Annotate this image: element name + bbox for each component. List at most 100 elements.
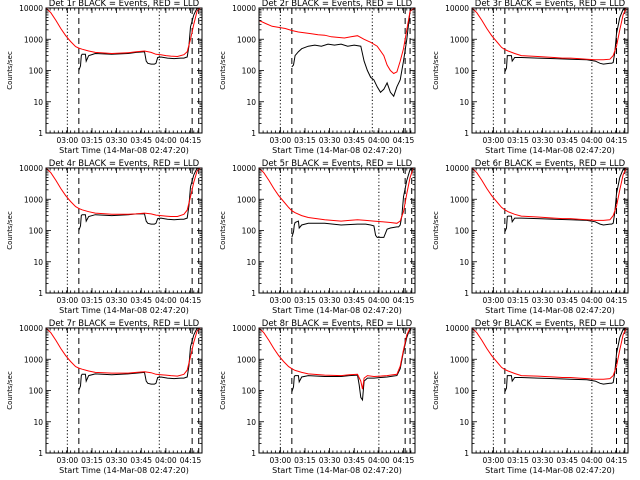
detector-panel-2: Det 2r BLACK = Events, RED = LLD Counts/s…	[219, 0, 416, 155]
series-line-red	[472, 168, 628, 221]
y-tick-label: 10000	[232, 164, 256, 173]
y-tick-label: 10	[459, 98, 469, 107]
chart-title: Det 8r BLACK = Events, RED = LLD	[262, 319, 413, 329]
plot-frame	[471, 167, 629, 294]
y-tick-label: 10000	[445, 324, 469, 333]
x-tick-label: 04:00	[155, 136, 177, 145]
x-tick-label: 03:30	[532, 296, 554, 305]
plot-area	[46, 328, 202, 453]
plot-area	[472, 328, 628, 453]
x-axis-label: Start Time (14-Mar-08 02:47:20)	[272, 306, 402, 315]
x-tick-label: 04:00	[368, 136, 390, 145]
x-tick-label: 04:15	[606, 456, 628, 465]
y-axis-label: Counts/sec	[6, 51, 14, 90]
series-line-red	[472, 8, 628, 61]
x-tick-label: 03:00	[270, 296, 292, 305]
y-tick-label: 1	[38, 449, 43, 458]
series-line-black	[291, 8, 415, 98]
y-axis-label: Counts/sec	[219, 211, 227, 250]
plot-area	[472, 8, 628, 133]
plot-frame	[471, 327, 629, 454]
x-tick-label: 04:15	[606, 296, 628, 305]
chart-title: Det 4r BLACK = Events, RED = LLD	[49, 159, 200, 169]
y-tick-label: 1	[464, 449, 469, 458]
x-tick-label: 03:00	[57, 296, 79, 305]
y-tick-label: 1000	[237, 35, 256, 44]
x-tick-label: 03:00	[270, 136, 292, 145]
y-tick-label: 100	[242, 227, 257, 236]
y-tick-label: 10	[246, 98, 256, 107]
x-tick-label: 04:00	[368, 456, 390, 465]
y-tick-label: 100	[455, 67, 470, 76]
y-tick-label: 10	[33, 258, 43, 267]
y-tick-label: 1	[251, 129, 256, 138]
x-tick-label: 04:15	[606, 136, 628, 145]
y-tick-label: 10	[459, 258, 469, 267]
y-tick-label: 100	[242, 67, 257, 76]
x-tick-label: 03:30	[319, 136, 341, 145]
chart-title: Det 2r BLACK = Events, RED = LLD	[262, 0, 413, 9]
x-axis-label: Start Time (14-Mar-08 02:47:20)	[485, 466, 615, 475]
chart-title: Det 9r BLACK = Events, RED = LLD	[475, 319, 626, 329]
x-tick-label: 03:00	[57, 456, 79, 465]
series-line-red	[259, 328, 415, 390]
y-tick-label: 10	[459, 418, 469, 427]
x-tick-label: 03:45	[556, 136, 578, 145]
y-tick-label: 1	[251, 289, 256, 298]
chart-title: Det 7r BLACK = Events, RED = LLD	[49, 319, 200, 329]
detector-panel-6: Det 6r BLACK = Events, RED = LLD Counts/s…	[432, 159, 629, 315]
detector-panel-3: Det 3r BLACK = Events, RED = LLD Counts/s…	[432, 0, 629, 155]
chart-title: Det 3r BLACK = Events, RED = LLD	[475, 0, 626, 9]
y-axis-label: Counts/sec	[6, 211, 14, 250]
series-line-black	[504, 168, 628, 233]
y-tick-label: 10000	[232, 324, 256, 333]
y-tick-label: 10	[33, 418, 43, 427]
y-tick-label: 10000	[445, 164, 469, 173]
plot-frame	[258, 327, 416, 454]
plot-frame	[258, 167, 416, 294]
series-line-red	[259, 8, 415, 75]
x-tick-label: 03:15	[507, 456, 529, 465]
y-tick-label: 10	[246, 258, 256, 267]
detector-panel-9: Det 9r BLACK = Events, RED = LLD Counts/s…	[432, 319, 629, 475]
x-tick-label: 03:30	[532, 136, 554, 145]
series-line-black	[78, 8, 202, 71]
x-tick-label: 04:15	[393, 136, 415, 145]
plot-frame	[258, 7, 416, 134]
detector-panel-8: Det 8r BLACK = Events, RED = LLD Counts/s…	[219, 319, 416, 475]
x-tick-label: 03:30	[106, 456, 128, 465]
x-tick-label: 04:15	[180, 136, 202, 145]
plot-frame	[45, 327, 203, 454]
x-tick-label: 03:45	[556, 296, 578, 305]
x-tick-label: 04:00	[581, 456, 603, 465]
x-tick-label: 04:15	[393, 456, 415, 465]
detector-panel-5: Det 5r BLACK = Events, RED = LLD Counts/s…	[219, 159, 416, 315]
detector-panel-4: Det 4r BLACK = Events, RED = LLD Counts/s…	[6, 159, 203, 315]
x-tick-label: 03:30	[106, 136, 128, 145]
y-tick-label: 10000	[232, 4, 256, 13]
series-line-red	[259, 168, 415, 224]
chart-title: Det 5r BLACK = Events, RED = LLD	[262, 159, 413, 169]
x-tick-label: 03:45	[130, 456, 152, 465]
y-axis-label: Counts/sec	[6, 371, 14, 410]
y-tick-label: 1000	[24, 35, 43, 44]
y-tick-label: 10	[246, 418, 256, 427]
y-tick-label: 1000	[237, 355, 256, 364]
detector-panel-7: Det 7r BLACK = Events, RED = LLD Counts/s…	[6, 319, 203, 475]
series-line-red	[46, 8, 202, 58]
x-tick-label: 04:15	[393, 296, 415, 305]
x-tick-label: 03:00	[483, 296, 505, 305]
y-tick-label: 100	[29, 387, 44, 396]
x-tick-label: 04:00	[155, 296, 177, 305]
x-tick-label: 03:30	[319, 296, 341, 305]
y-axis-label: Counts/sec	[432, 51, 440, 90]
y-tick-label: 1000	[450, 355, 469, 364]
y-tick-label: 1000	[24, 195, 43, 204]
series-line-red	[46, 328, 202, 377]
x-tick-label: 03:15	[294, 296, 316, 305]
y-tick-label: 1000	[450, 35, 469, 44]
series-line-red	[472, 328, 628, 380]
plot-frame	[45, 7, 203, 134]
y-tick-label: 100	[29, 67, 44, 76]
x-tick-label: 03:30	[532, 456, 554, 465]
